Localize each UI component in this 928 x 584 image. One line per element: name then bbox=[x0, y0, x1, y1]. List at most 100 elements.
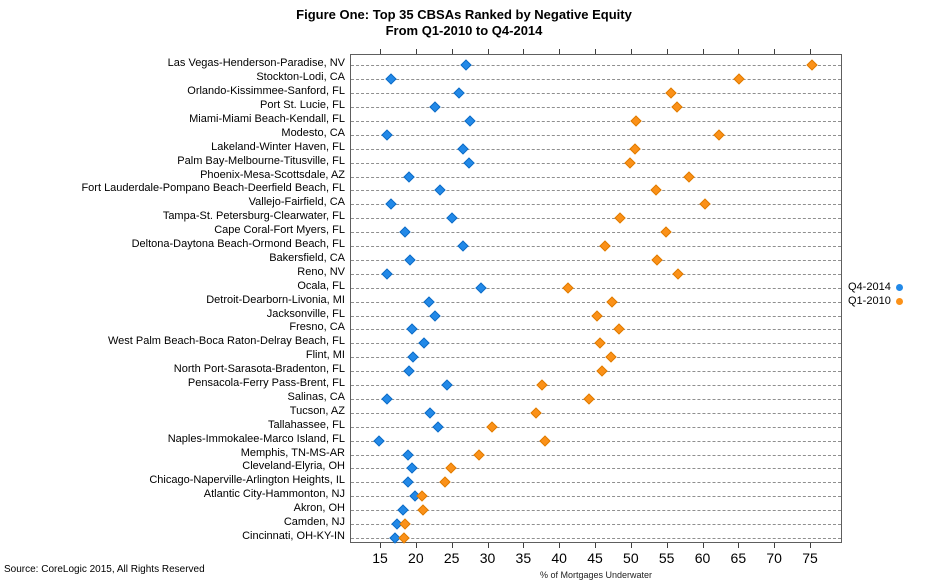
marker-q1-2010 bbox=[473, 448, 485, 461]
x-tick-label: 65 bbox=[730, 550, 747, 566]
category-label: Stockton-Lodi, CA bbox=[256, 71, 345, 84]
category-label: Deltona-Daytona Beach-Ormond Beach, FL bbox=[131, 238, 345, 250]
marker-q4-2014 bbox=[381, 268, 394, 280]
marker-q1-2010 bbox=[444, 462, 457, 475]
chart-subtitle: From Q1-2010 to Q4-2014 bbox=[385, 23, 543, 38]
row-dashed-line bbox=[351, 204, 841, 206]
marker-q1-2010 bbox=[660, 226, 672, 238]
row-dashed-line bbox=[351, 412, 841, 414]
marker-q1-2010 bbox=[806, 59, 819, 71]
category-label: Pensacola-Ferry Pass-Brent, FL bbox=[187, 377, 345, 389]
category-label: Detroit-Dearborn-Livonia, MI bbox=[206, 293, 345, 306]
marker-q4-2014 bbox=[431, 421, 444, 433]
row-dashed-line bbox=[351, 537, 841, 539]
category-label: Reno, NV bbox=[297, 265, 345, 278]
category-label: Lakeland-Winter Haven, FL bbox=[211, 140, 345, 153]
marker-q1-2010 bbox=[699, 198, 711, 210]
x-tick bbox=[774, 543, 776, 548]
row-dashed-line bbox=[351, 218, 841, 220]
category-label: Fresno, CA bbox=[289, 321, 345, 334]
marker-q1-2010 bbox=[439, 476, 451, 488]
category-label: Naples-Immokalee-Marco Island, FL bbox=[167, 432, 345, 445]
marker-q1-2010 bbox=[535, 379, 548, 391]
category-label: Orlando-Kissimmee-Sanford, FL bbox=[187, 85, 345, 98]
marker-q4-2014 bbox=[424, 407, 437, 419]
category-label: Flint, MI bbox=[305, 349, 345, 362]
marker-q4-2014 bbox=[423, 295, 435, 308]
marker-q4-2014 bbox=[406, 323, 418, 336]
x-tick-label: 75 bbox=[802, 550, 818, 566]
marker-q1-2010 bbox=[598, 240, 611, 252]
marker-q1-2010 bbox=[591, 309, 604, 322]
marker-q1-2010 bbox=[539, 434, 551, 447]
legend-marker-icon bbox=[895, 283, 903, 291]
marker-q1-2010 bbox=[416, 504, 429, 516]
x-tick-label: 45 bbox=[587, 550, 603, 566]
x-tick-label: 30 bbox=[479, 550, 496, 566]
row-dashed-line bbox=[351, 176, 841, 178]
x-tick-label: 35 bbox=[515, 550, 532, 566]
row-dashed-line bbox=[351, 246, 841, 247]
marker-q4-2014 bbox=[381, 129, 393, 141]
category-label: Palm Bay-Melbourne-Titusville, FL bbox=[177, 154, 345, 167]
marker-q4-2014 bbox=[459, 59, 472, 71]
marker-q1-2010 bbox=[624, 156, 636, 169]
x-tick-label: 70 bbox=[766, 550, 782, 566]
marker-q1-2010 bbox=[614, 212, 627, 224]
marker-q4-2014 bbox=[401, 476, 414, 488]
x-tick bbox=[523, 49, 525, 54]
row-dashed-line bbox=[351, 259, 841, 261]
category-label: Ocala, FL bbox=[297, 279, 345, 292]
x-tick bbox=[738, 543, 740, 548]
marker-q4-2014 bbox=[429, 309, 441, 322]
row-dashed-line bbox=[351, 524, 841, 525]
marker-q4-2014 bbox=[373, 434, 385, 447]
row-dashed-line bbox=[351, 329, 841, 331]
x-tick bbox=[559, 543, 561, 548]
x-tick-label: 15 bbox=[372, 550, 388, 566]
category-label: Camden, NJ bbox=[283, 516, 345, 528]
x-tick-label: 50 bbox=[623, 550, 639, 566]
category-label: Phoenix-Mesa-Scottsdale, AZ bbox=[200, 168, 345, 181]
row-dashed-line bbox=[351, 287, 841, 289]
marker-q4-2014 bbox=[406, 351, 419, 363]
marker-q4-2014 bbox=[457, 143, 469, 155]
marker-q1-2010 bbox=[605, 351, 617, 363]
x-tick-label: 20 bbox=[408, 550, 424, 566]
x-tick bbox=[451, 49, 453, 54]
row-dashed-line bbox=[351, 232, 841, 234]
x-tick bbox=[774, 49, 776, 54]
category-label: Las Vegas-Henderson-Paradise, NV bbox=[167, 57, 345, 70]
marker-q4-2014 bbox=[381, 393, 394, 405]
x-tick bbox=[810, 49, 812, 54]
row-dashed-line bbox=[351, 426, 841, 428]
marker-q4-2014 bbox=[453, 87, 465, 99]
x-tick bbox=[630, 49, 632, 54]
category-label: Tampa-St. Petersburg-Clearwater, FL bbox=[162, 210, 345, 223]
marker-q1-2010 bbox=[583, 393, 595, 405]
marker-q1-2010 bbox=[613, 323, 625, 336]
source-note: Source: CoreLogic 2015, All Rights Reser… bbox=[4, 564, 205, 575]
marker-q4-2014 bbox=[385, 198, 397, 210]
marker-q1-2010 bbox=[629, 143, 642, 155]
x-tick bbox=[702, 543, 704, 548]
marker-q1-2010 bbox=[596, 365, 609, 377]
x-axis-label: % of Mortgages Underwater bbox=[539, 570, 653, 580]
x-tick bbox=[559, 49, 561, 54]
marker-q1-2010 bbox=[664, 87, 677, 99]
plot-area bbox=[350, 54, 842, 544]
marker-q4-2014 bbox=[418, 337, 430, 349]
legend-label: Q4-2014 bbox=[848, 281, 891, 293]
row-dashed-line bbox=[351, 93, 841, 95]
x-tick-label: 60 bbox=[694, 550, 711, 566]
legend: Q4-2014 Q1-2010 bbox=[848, 280, 903, 308]
category-label: Miami-Miami Beach-Kendall, FL bbox=[189, 112, 345, 125]
row-dashed-line bbox=[351, 301, 841, 303]
row-dashed-line bbox=[351, 468, 841, 470]
marker-q4-2014 bbox=[434, 184, 446, 197]
marker-q4-2014 bbox=[429, 101, 441, 113]
category-label: Cleveland-Elyria, OH bbox=[242, 460, 345, 473]
category-label: Tucson, AZ bbox=[289, 404, 345, 417]
row-dashed-line bbox=[351, 190, 841, 192]
